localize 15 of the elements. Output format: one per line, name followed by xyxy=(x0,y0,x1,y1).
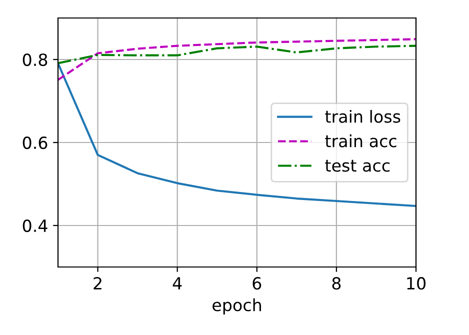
y-tick-label: 0.4 xyxy=(22,219,48,232)
x-tick-label: 2 xyxy=(94,277,102,290)
y-tick-label: 0.8 xyxy=(22,53,48,66)
x-tick-label: 8 xyxy=(332,277,341,290)
x-tick-label: 4 xyxy=(172,277,182,290)
x-tick-label: 10 xyxy=(407,277,426,290)
line-series xyxy=(58,62,416,208)
legend-label: train acc xyxy=(325,134,396,148)
x-axis-title: epoch xyxy=(212,298,261,315)
legend-label: train loss xyxy=(325,110,400,123)
line-series xyxy=(58,44,416,64)
line-series xyxy=(58,38,416,81)
y-tick-label: 0.6 xyxy=(22,136,48,150)
x-tick-label: 6 xyxy=(252,277,262,290)
legend-label: test acc xyxy=(325,160,390,172)
